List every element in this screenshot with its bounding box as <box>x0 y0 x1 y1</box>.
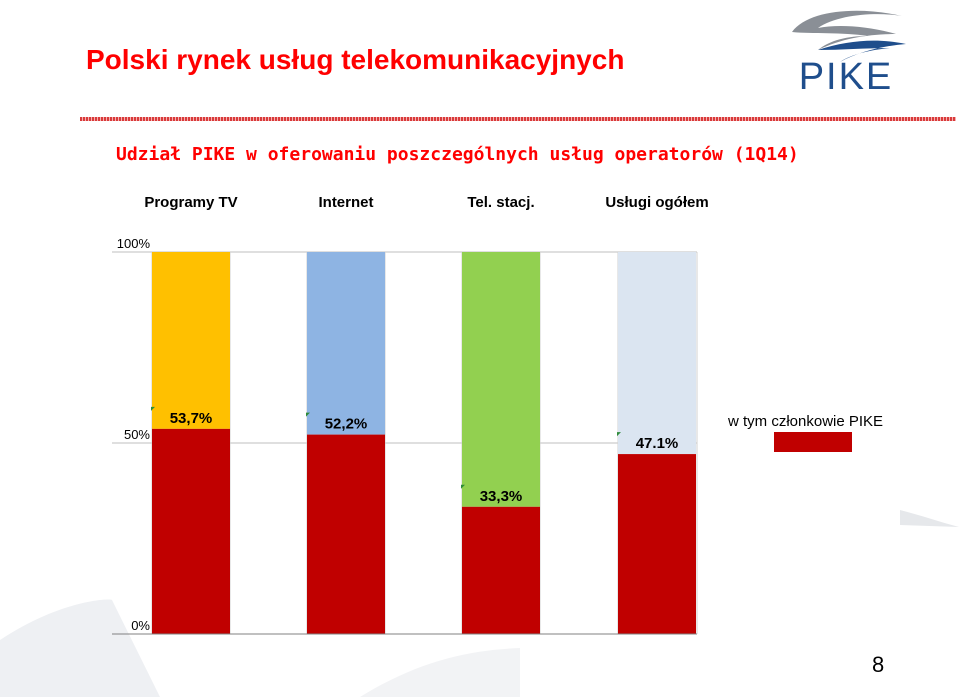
marker-icon <box>151 406 155 411</box>
pike-logo: PIKE <box>778 4 914 98</box>
bar-segment-remaining <box>307 252 385 435</box>
legend-label: w tym członkowie PIKE <box>727 413 883 430</box>
bottom-swoosh <box>360 648 520 697</box>
category-label: Usługi ogółem <box>605 194 708 211</box>
page-number: 8 <box>872 652 885 677</box>
data-label: 53,7% <box>170 410 213 427</box>
bar-segment-pike <box>462 506 540 634</box>
y-tick-label: 100% <box>117 236 151 251</box>
bar-segment-pike <box>152 428 230 634</box>
marker-icon <box>461 484 465 489</box>
chart-subtitle: Udział PIKE w oferowaniu poszczególnych … <box>116 144 799 165</box>
legend-swatch <box>774 432 852 452</box>
y-tick-label: 0% <box>131 618 150 633</box>
data-label: 33,3% <box>480 488 523 505</box>
logo-text: PIKE <box>798 56 894 98</box>
marker-icon <box>306 412 310 417</box>
bar-segment-pike <box>618 454 696 634</box>
bar-segment-remaining <box>152 252 230 429</box>
right-swoosh <box>900 510 959 527</box>
category-label: Tel. stacj. <box>467 194 534 211</box>
data-label: 47.1% <box>636 435 679 452</box>
bar-segment-pike <box>307 434 385 634</box>
data-label: 52,2% <box>325 416 368 433</box>
bottom-left-swoosh <box>0 599 160 697</box>
category-label: Programy TV <box>144 194 237 211</box>
y-tick-label: 50% <box>124 427 150 442</box>
category-label: Internet <box>318 194 373 211</box>
bar-segment-remaining <box>618 252 696 455</box>
page-title: Polski rynek usług telekomunikacyjnych <box>86 44 625 75</box>
bar-segment-remaining <box>462 252 540 507</box>
marker-icon <box>617 432 621 437</box>
logo-swoosh-icon <box>792 10 906 62</box>
title-divider <box>80 117 956 121</box>
